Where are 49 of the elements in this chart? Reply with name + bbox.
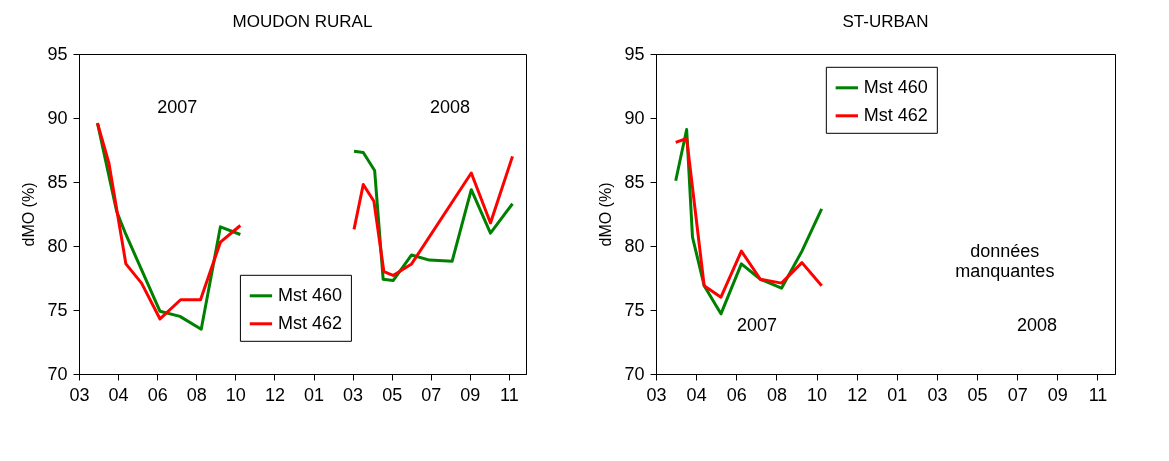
y-tick-label: 70 [624,363,645,384]
legend-label: Mst 462 [863,104,928,125]
y-tick-label: 95 [624,43,645,64]
y-tick-label: 85 [624,171,645,192]
x-tick-label: 09 [460,384,481,405]
x-tick-label: 03 [646,384,667,405]
x-tick-label: 11 [1088,384,1108,405]
annotation: 2008 [1016,315,1057,335]
x-tick-label: 07 [421,384,442,405]
x-tick-label: 04 [686,384,707,405]
y-tick-label: 70 [47,363,68,384]
x-tick-label: 09 [1047,384,1068,405]
y-axis-title: dMO (%) [597,182,615,247]
x-tick-label: 06 [726,384,747,405]
x-tick-label: 08 [766,384,787,405]
x-tick-label: 05 [382,384,403,405]
x-tick-label: 01 [304,384,325,405]
y-tick-label: 75 [624,299,645,320]
x-tick-label: 07 [1007,384,1028,405]
annotation: 2008 [429,97,471,118]
x-tick-label: 03 [927,384,948,405]
x-tick-label: 03 [343,384,364,405]
chart-title: ST-URBAN [842,12,929,31]
x-tick-label: 10 [807,384,828,405]
annotation: 2007 [736,315,777,335]
legend-label: Mst 460 [863,76,928,97]
y-tick-label: 75 [47,299,68,320]
y-tick-label: 90 [624,107,645,128]
x-tick-label: 10 [225,384,246,405]
y-tick-label: 85 [47,171,68,192]
y-axis-title: dMO (%) [20,182,38,247]
x-tick-label: 04 [108,384,129,405]
legend-label: Mst 462 [277,312,342,333]
legend-label: Mst 460 [277,284,342,305]
annotation: données manquantes [955,241,1055,282]
x-tick-label: 03 [69,384,90,405]
x-tick-label: 01 [887,384,908,405]
y-tick-label: 80 [624,235,645,256]
x-tick-label: 12 [847,384,868,405]
x-tick-label: 08 [186,384,207,405]
y-tick-label: 95 [47,43,68,64]
x-tick-label: 05 [967,384,988,405]
x-tick-label: 06 [147,384,168,405]
y-tick-label: 90 [47,107,68,128]
annotation: 2007 [157,97,198,118]
x-tick-label: 12 [264,384,285,405]
chart-title: MOUDON RURAL [232,12,373,31]
x-tick-label: 11 [500,384,519,405]
y-tick-label: 80 [47,235,68,256]
